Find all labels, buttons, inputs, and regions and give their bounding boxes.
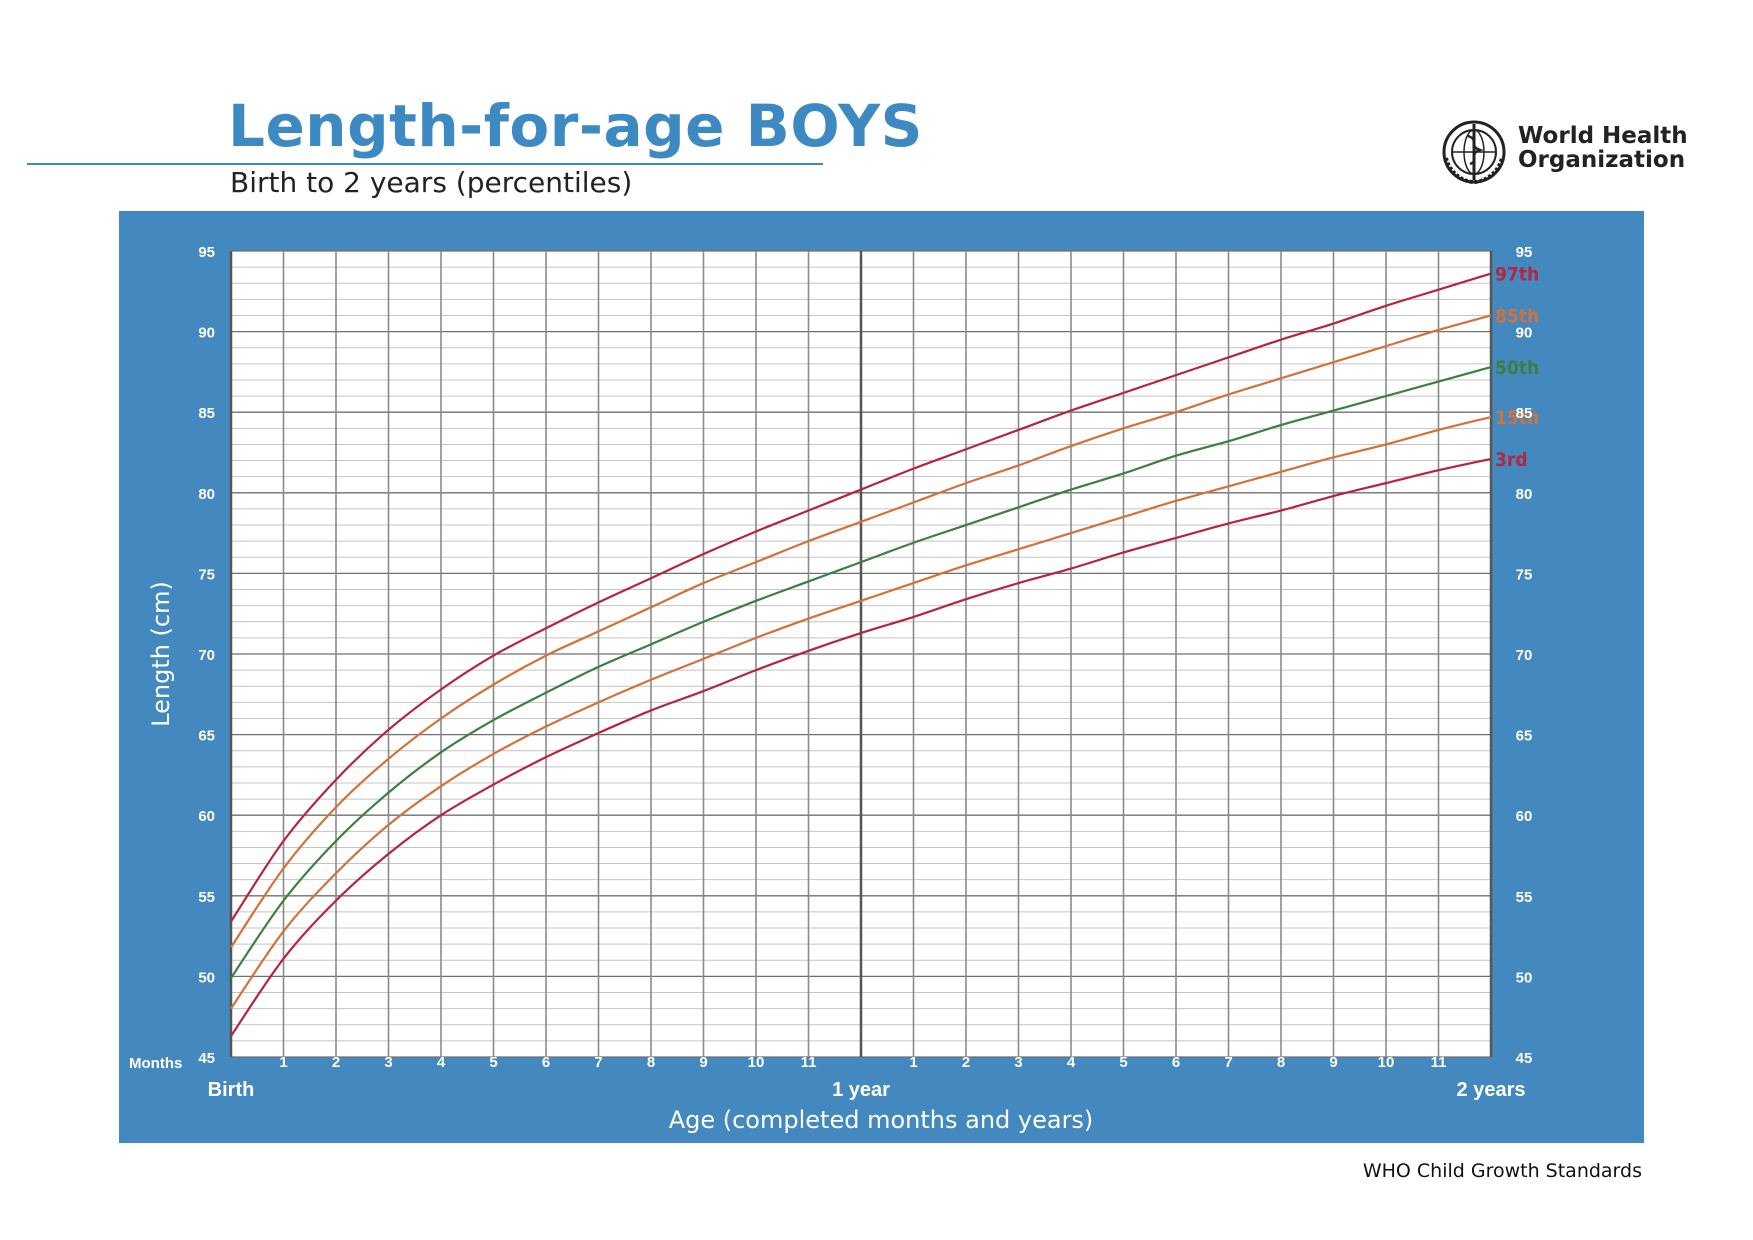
x-tick-label: 6 [1172,1054,1180,1071]
y-tick-label-left: 70 [198,647,215,664]
percentile-labels: 97th 85th 50th 15th 3rd [1495,264,1539,471]
x-tick-label: 1 [909,1054,917,1071]
x-major-label: 2 years [1457,1079,1526,1101]
x-tick-label: 10 [748,1054,765,1071]
organization-name-line2: Organization [1518,147,1686,173]
x-tick-label: 11 [801,1054,817,1071]
y-tick-label-left: 45 [198,1050,215,1067]
y-tick-label-right: 60 [1516,808,1533,825]
y-tick-label-left: 95 [198,244,215,261]
x-major-label: 1 year [832,1079,890,1101]
series-line-50th [230,366,1492,979]
series-label-50th: 50th [1495,357,1539,379]
x-tick-label: 7 [1224,1054,1232,1071]
x-tick-label: 8 [1277,1054,1285,1071]
grid-major [229,250,1493,1058]
footer-note: WHO Child Growth Standards [1362,1160,1642,1182]
x-tick-label: 5 [489,1054,497,1071]
x-tick-label: 4 [1067,1054,1076,1071]
x-tick-label: 9 [1329,1054,1337,1071]
y-tick-label-right: 85 [1516,405,1533,422]
who-emblem-icon [1442,120,1506,185]
x-tick-label: 4 [437,1054,446,1071]
x-tick-label: 5 [1119,1054,1127,1071]
x-tick-label: 8 [647,1054,655,1071]
series-line-85th [230,314,1492,948]
x-tick-label: 3 [1014,1054,1022,1071]
y-axis-title: Length (cm) [147,581,175,727]
y-tick-label-right: 75 [1516,566,1533,583]
organization-name: World Health Organization [1518,124,1688,172]
series-line-15th [230,415,1492,1010]
y-axis-ticks: 45 45 50 50 55 55 60 60 65 65 70 70 75 75 80 80 85 85 90 90… [198,244,1532,1067]
y-tick-label-left: 80 [198,486,215,503]
series-line-97th [230,272,1492,923]
series-label-85th: 85th [1495,305,1539,327]
y-tick-label-left: 50 [198,969,215,986]
x-tick-label: 1 [279,1054,287,1071]
series-line-3rd [230,457,1492,1037]
series-label-15th: 15th [1495,407,1539,429]
x-tick-label: 11 [1431,1054,1447,1071]
y-tick-label-right: 80 [1516,486,1533,503]
y-tick-label-left: 60 [198,808,215,825]
title-underline [27,163,823,165]
chart-panel: 97th 85th 50th 15th 3rd 45 45 50 50 55 55 60 60 65 65… [119,211,1644,1143]
series-label-97th: 97th [1495,264,1539,286]
y-tick-label-right: 70 [1516,647,1533,664]
x-tick-label: 3 [384,1054,392,1071]
x-tick-label: 2 [332,1054,340,1071]
x-tick-label: 7 [594,1054,602,1071]
series-label-3rd: 3rd [1495,449,1528,471]
y-tick-label-right: 65 [1516,728,1533,745]
y-tick-label-right: 45 [1516,1050,1533,1067]
x-tick-label: 6 [542,1054,550,1071]
percentile-curves [230,272,1492,1037]
x-tick-label: 9 [699,1054,707,1071]
y-tick-label-right: 50 [1516,969,1533,986]
x-tick-label: 10 [1378,1054,1395,1071]
organization-name-line1: World Health [1518,123,1688,149]
page-title: Length-for-age BOYS [228,92,923,160]
x-major-label: Birth [208,1079,255,1101]
page-subtitle: Birth to 2 years (percentiles) [230,166,633,199]
y-tick-label-left: 75 [198,566,215,583]
x-axis-prefix: Months [129,1055,182,1072]
y-tick-label-right: 95 [1516,244,1533,261]
y-tick-label-left: 90 [198,325,215,342]
x-tick-label: 2 [962,1054,970,1071]
x-axis-title: Age (completed months and years) [669,1106,1094,1134]
y-tick-label-right: 90 [1516,325,1533,342]
y-tick-label-left: 55 [198,889,215,906]
y-tick-label-right: 55 [1516,889,1533,906]
y-tick-label-left: 65 [198,728,215,745]
y-tick-label-left: 85 [198,405,215,422]
